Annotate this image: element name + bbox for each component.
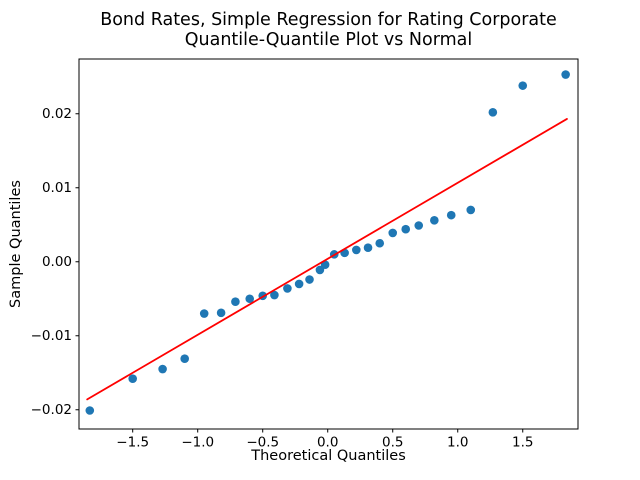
- y-tick-label: 0.02: [42, 106, 72, 122]
- x-tick-label: 1.5: [512, 435, 533, 451]
- data-point: [305, 275, 314, 284]
- data-point: [430, 216, 439, 225]
- data-point: [283, 284, 292, 293]
- y-tick-label: −0.02: [31, 402, 72, 418]
- data-point: [401, 224, 411, 234]
- data-point: [388, 228, 398, 238]
- x-tick-label: −1.0: [181, 435, 214, 451]
- data-point: [488, 107, 498, 117]
- data-point: [158, 364, 167, 374]
- data-point: [128, 374, 137, 383]
- y-tick-label: 0.01: [42, 180, 72, 196]
- data-point: [518, 81, 528, 90]
- data-point: [352, 245, 361, 255]
- data-point: [375, 238, 385, 248]
- data-point: [466, 205, 476, 215]
- y-axis-label: Sample Quantiles: [8, 180, 24, 308]
- data-point: [216, 308, 226, 318]
- data-point: [363, 243, 373, 252]
- plot-border: [78, 58, 579, 430]
- x-tick-label: −1.5: [116, 435, 149, 451]
- chart-title-line2: Quantile-Quantile Plot vs Normal: [184, 29, 473, 50]
- chart-title: Bond Rates, Simple Regression for Rating…: [79, 10, 578, 50]
- data-point: [270, 290, 279, 300]
- x-tick-label: 0.0: [317, 435, 338, 451]
- regression-line: [86, 118, 568, 401]
- data-point: [199, 309, 209, 318]
- data-point: [231, 297, 240, 307]
- data-point: [561, 70, 570, 79]
- data-point: [245, 294, 255, 304]
- y-tick-label: −0.01: [31, 328, 72, 344]
- data-point: [446, 210, 456, 220]
- x-tick-label: −0.5: [246, 435, 279, 451]
- x-axis-label: Theoretical Quantiles: [251, 448, 406, 464]
- chart-title-line1: Bond Rates, Simple Regression for Rating…: [100, 10, 557, 30]
- data-point: [85, 406, 95, 415]
- x-tick-label: 1.0: [447, 435, 468, 451]
- x-tick-label: 0.5: [382, 435, 403, 451]
- data-point: [294, 279, 304, 289]
- data-point: [180, 354, 190, 364]
- data-point: [414, 221, 424, 230]
- y-tick-label: 0.00: [42, 254, 72, 270]
